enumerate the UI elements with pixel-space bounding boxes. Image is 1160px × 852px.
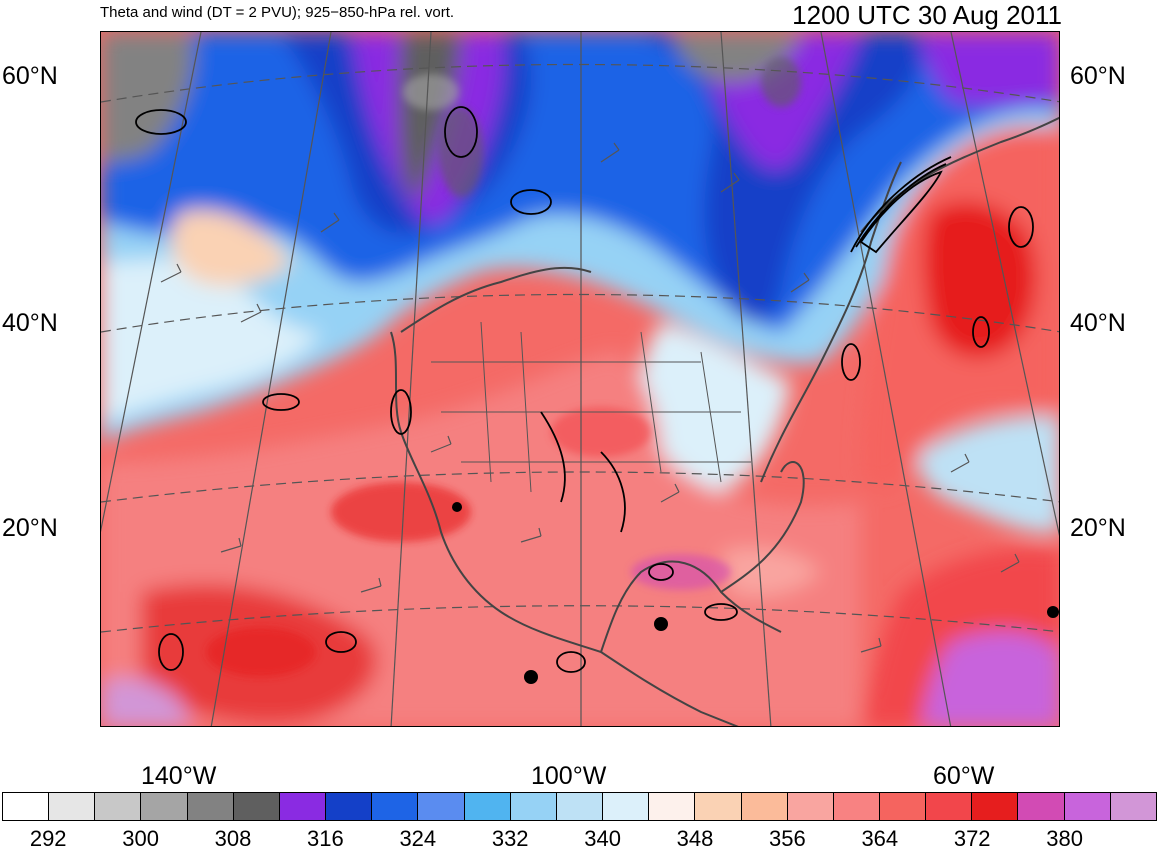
colorbar-label: 324	[399, 826, 437, 851]
meridians	[101, 32, 1059, 726]
lon-label-60w: 60°W	[933, 762, 995, 790]
colorbar-swatch	[510, 793, 557, 820]
colorbar-swatch	[49, 793, 96, 820]
colorbar-swatch	[233, 793, 280, 820]
colorbar-swatch	[603, 793, 650, 820]
colorbar-swatch	[787, 793, 834, 820]
colorbar-label: 380	[1046, 826, 1083, 851]
colorbar-swatch	[649, 793, 696, 820]
map-subtitle: Theta and wind (DT = 2 PVU); 925−850-hPa…	[100, 4, 455, 21]
coastlines	[390, 116, 1059, 726]
colorbar-swatch	[1064, 793, 1111, 820]
colorbar-label: 372	[953, 826, 991, 851]
colorbar-swatch	[326, 793, 373, 820]
colorbar-label: 308	[214, 826, 252, 851]
colorbar-label: 292	[29, 826, 67, 851]
colorbar-label: 356	[769, 826, 806, 851]
lat-label-left-40n: 40°N	[2, 309, 58, 337]
colorbar-swatch	[141, 793, 188, 820]
colorbar-swatch	[833, 793, 880, 820]
colorbar-swatch	[879, 793, 927, 820]
lat-label-left-20n: 20°N	[2, 514, 58, 542]
lat-label-right-60n: 60°N	[1070, 62, 1126, 90]
colorbar-swatch	[1110, 793, 1156, 820]
colorbar-label: 316	[307, 826, 344, 851]
colorbar-label: 340	[584, 826, 621, 851]
colorbar-swatch	[187, 793, 234, 820]
colorbar-swatch	[418, 793, 465, 820]
lon-label-140w: 140°W	[141, 762, 217, 790]
lat-label-right-40n: 40°N	[1070, 309, 1126, 337]
colorbar-swatch	[95, 793, 142, 820]
colorbar-swatch	[741, 793, 788, 820]
lon-label-100w: 100°W	[531, 762, 607, 790]
colorbar-swatch	[1018, 793, 1065, 820]
colorbar-swatch	[972, 793, 1019, 820]
colorbar-swatch	[3, 793, 50, 820]
colorbar-label: 332	[491, 826, 529, 851]
colorbar-swatch	[695, 793, 742, 820]
colorbar-swatch	[464, 793, 511, 820]
theta-shading	[101, 32, 1059, 726]
vorticity-contours	[135, 106, 1034, 673]
theta-colorbar	[2, 792, 1157, 821]
wind-barbs	[160, 142, 1020, 653]
weather-map	[100, 31, 1060, 727]
theta-detail	[206, 57, 801, 677]
colorbar-label: 364	[861, 826, 899, 851]
theta-wind-map-graphic	[101, 32, 1059, 726]
colorbar-label: 348	[676, 826, 714, 851]
state-borders	[431, 321, 751, 502]
colorbar-swatch	[372, 793, 419, 820]
lat-label-right-20n: 20°N	[1070, 514, 1126, 542]
lat-label-left-60n: 60°N	[2, 62, 58, 90]
map-timestamp: 1200 UTC 30 Aug 2011	[792, 0, 1062, 30]
colorbar-label: 300	[122, 826, 159, 851]
colorbar-swatch	[556, 793, 604, 820]
colorbar-swatch	[926, 793, 973, 820]
vorticity-maxima	[452, 502, 1059, 684]
colorbar-swatch	[279, 793, 327, 820]
